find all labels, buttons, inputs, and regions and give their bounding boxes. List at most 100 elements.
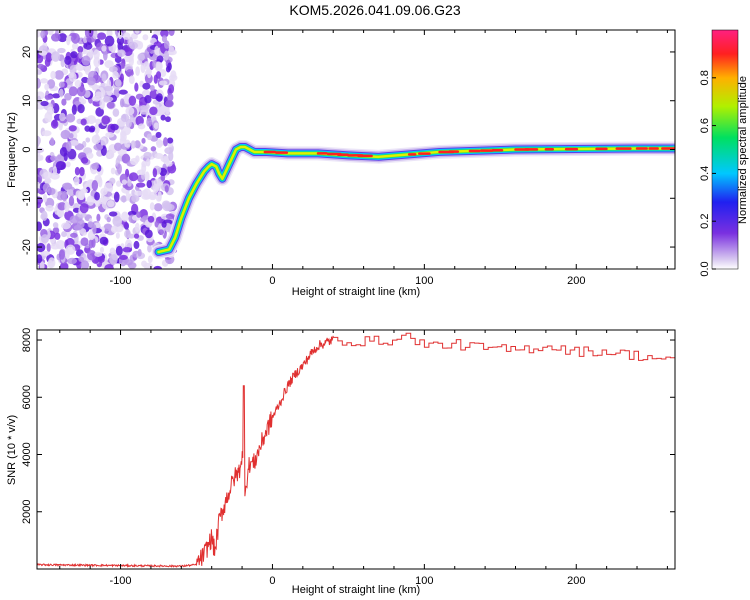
noise-blob	[104, 60, 114, 69]
noise-blob	[37, 155, 42, 162]
noise-blob	[54, 232, 61, 240]
spectrogram-y-ticks: -20 -10 0 10 20	[21, 46, 675, 255]
noise-blob	[163, 40, 170, 49]
noise-blob	[136, 59, 143, 66]
noise-blob	[42, 183, 51, 193]
noise-blob	[70, 32, 80, 44]
noise-blob	[153, 122, 159, 130]
snr-ylabel: SNR (10 * v/v)	[6, 415, 18, 485]
noise-blob	[114, 79, 122, 87]
noise-blob	[103, 85, 113, 92]
noise-blob	[121, 211, 129, 222]
noise-blob	[119, 98, 125, 108]
noise-blob	[123, 47, 133, 57]
snr-series	[37, 332, 675, 568]
noise-blob	[61, 231, 67, 238]
noise-blob	[93, 143, 104, 151]
noise-blob	[59, 146, 68, 157]
noise-blob	[57, 202, 67, 211]
noise-blob	[45, 204, 54, 212]
noise-blob	[102, 49, 108, 61]
noise-blob	[134, 222, 140, 233]
noise-blob	[50, 172, 60, 180]
noise-blob	[98, 197, 104, 204]
noise-blob	[104, 264, 114, 269]
x-tick-label: 100	[415, 575, 433, 587]
noise-blob	[121, 153, 131, 164]
noise-blob	[44, 83, 50, 91]
noise-blob	[110, 225, 118, 233]
noise-blob	[91, 162, 99, 170]
noise-blob	[116, 163, 122, 175]
noise-blob	[147, 68, 152, 79]
noise-blob	[153, 203, 163, 212]
noise-blob	[99, 98, 105, 110]
noise-blob	[117, 49, 126, 58]
noise-blob	[37, 147, 44, 153]
noise-blob	[64, 55, 72, 65]
noise-blob	[118, 89, 128, 95]
noise-blob	[74, 166, 80, 176]
colorbar-ticks: 0.0 0.2 0.4 0.6 0.8	[699, 70, 716, 277]
noise-blob	[158, 229, 165, 235]
noise-blob	[52, 93, 61, 99]
noise-blob	[120, 195, 128, 203]
noise-blob	[141, 260, 147, 267]
signal-track	[151, 140, 675, 259]
noise-blob	[100, 137, 107, 148]
noise-blob	[37, 221, 43, 232]
noise-blob	[71, 42, 79, 50]
noise-blob	[80, 237, 89, 247]
noise-blob	[46, 106, 55, 115]
noise-blob	[154, 153, 164, 159]
noise-blob	[119, 73, 124, 83]
noise-blob	[146, 133, 153, 141]
y-tick-label: 6000	[21, 385, 33, 409]
noise-blob	[110, 123, 119, 131]
noise-blob	[144, 229, 153, 239]
noise-blob	[76, 218, 85, 229]
x-tick-label: 0	[269, 575, 275, 587]
noise-region	[37, 30, 178, 269]
noise-blob	[99, 236, 108, 245]
noise-blob	[158, 106, 166, 115]
noise-blob	[99, 246, 105, 253]
noise-blob	[108, 66, 118, 73]
noise-blob	[64, 248, 70, 260]
noise-blob	[40, 250, 50, 257]
noise-blob	[92, 224, 97, 235]
noise-blob	[128, 172, 139, 182]
noise-blob	[149, 202, 155, 211]
noise-blob	[92, 30, 98, 40]
noise-blob	[116, 180, 122, 187]
noise-blob	[161, 35, 168, 43]
noise-blob	[120, 113, 130, 123]
noise-blob	[97, 256, 105, 263]
noise-blob	[71, 104, 77, 115]
noise-blob	[84, 64, 91, 75]
noise-blob	[41, 210, 48, 222]
noise-blob	[136, 169, 146, 176]
noise-blob	[153, 30, 162, 36]
signal-track-band	[157, 145, 675, 254]
noise-blob	[65, 113, 76, 123]
noise-blob	[39, 261, 45, 269]
noise-blob	[94, 118, 102, 125]
noise-blob	[94, 251, 103, 257]
noise-blob	[54, 70, 64, 80]
colorbar-tick-label: 0.4	[699, 166, 711, 181]
noise-blob	[143, 151, 152, 159]
noise-blob	[62, 182, 73, 190]
noise-blob	[142, 82, 151, 90]
colorbar-tick-label: 0.0	[699, 261, 711, 276]
noise-blob	[155, 61, 162, 71]
noise-blob	[91, 96, 101, 102]
noise-blob	[145, 158, 151, 167]
noise-blob	[84, 125, 91, 132]
noise-blob	[88, 30, 94, 37]
noise-blob	[165, 65, 171, 73]
noise-blob	[112, 215, 123, 227]
noise-blob	[136, 211, 142, 218]
noise-blob	[64, 93, 72, 101]
